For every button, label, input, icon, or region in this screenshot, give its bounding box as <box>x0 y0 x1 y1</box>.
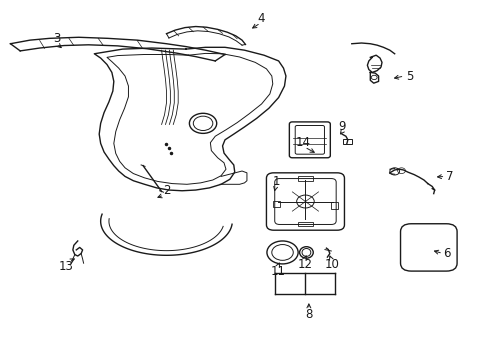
Text: 10: 10 <box>324 258 339 271</box>
Text: 4: 4 <box>257 12 265 25</box>
Text: 13: 13 <box>59 260 74 273</box>
Text: 11: 11 <box>270 265 285 278</box>
Text: 12: 12 <box>297 258 312 271</box>
Text: 1: 1 <box>272 175 279 188</box>
Text: 6: 6 <box>442 247 449 260</box>
Text: 7: 7 <box>445 170 452 183</box>
Text: 14: 14 <box>295 136 310 149</box>
FancyBboxPatch shape <box>289 122 330 158</box>
Text: 2: 2 <box>163 184 170 197</box>
Text: 3: 3 <box>53 32 61 45</box>
Bar <box>272 201 279 207</box>
Text: 9: 9 <box>338 120 345 133</box>
Bar <box>298 222 312 226</box>
Bar <box>343 139 351 144</box>
Text: 5: 5 <box>406 69 413 82</box>
Bar <box>330 202 337 209</box>
Bar <box>298 176 312 181</box>
Text: 8: 8 <box>305 308 312 321</box>
